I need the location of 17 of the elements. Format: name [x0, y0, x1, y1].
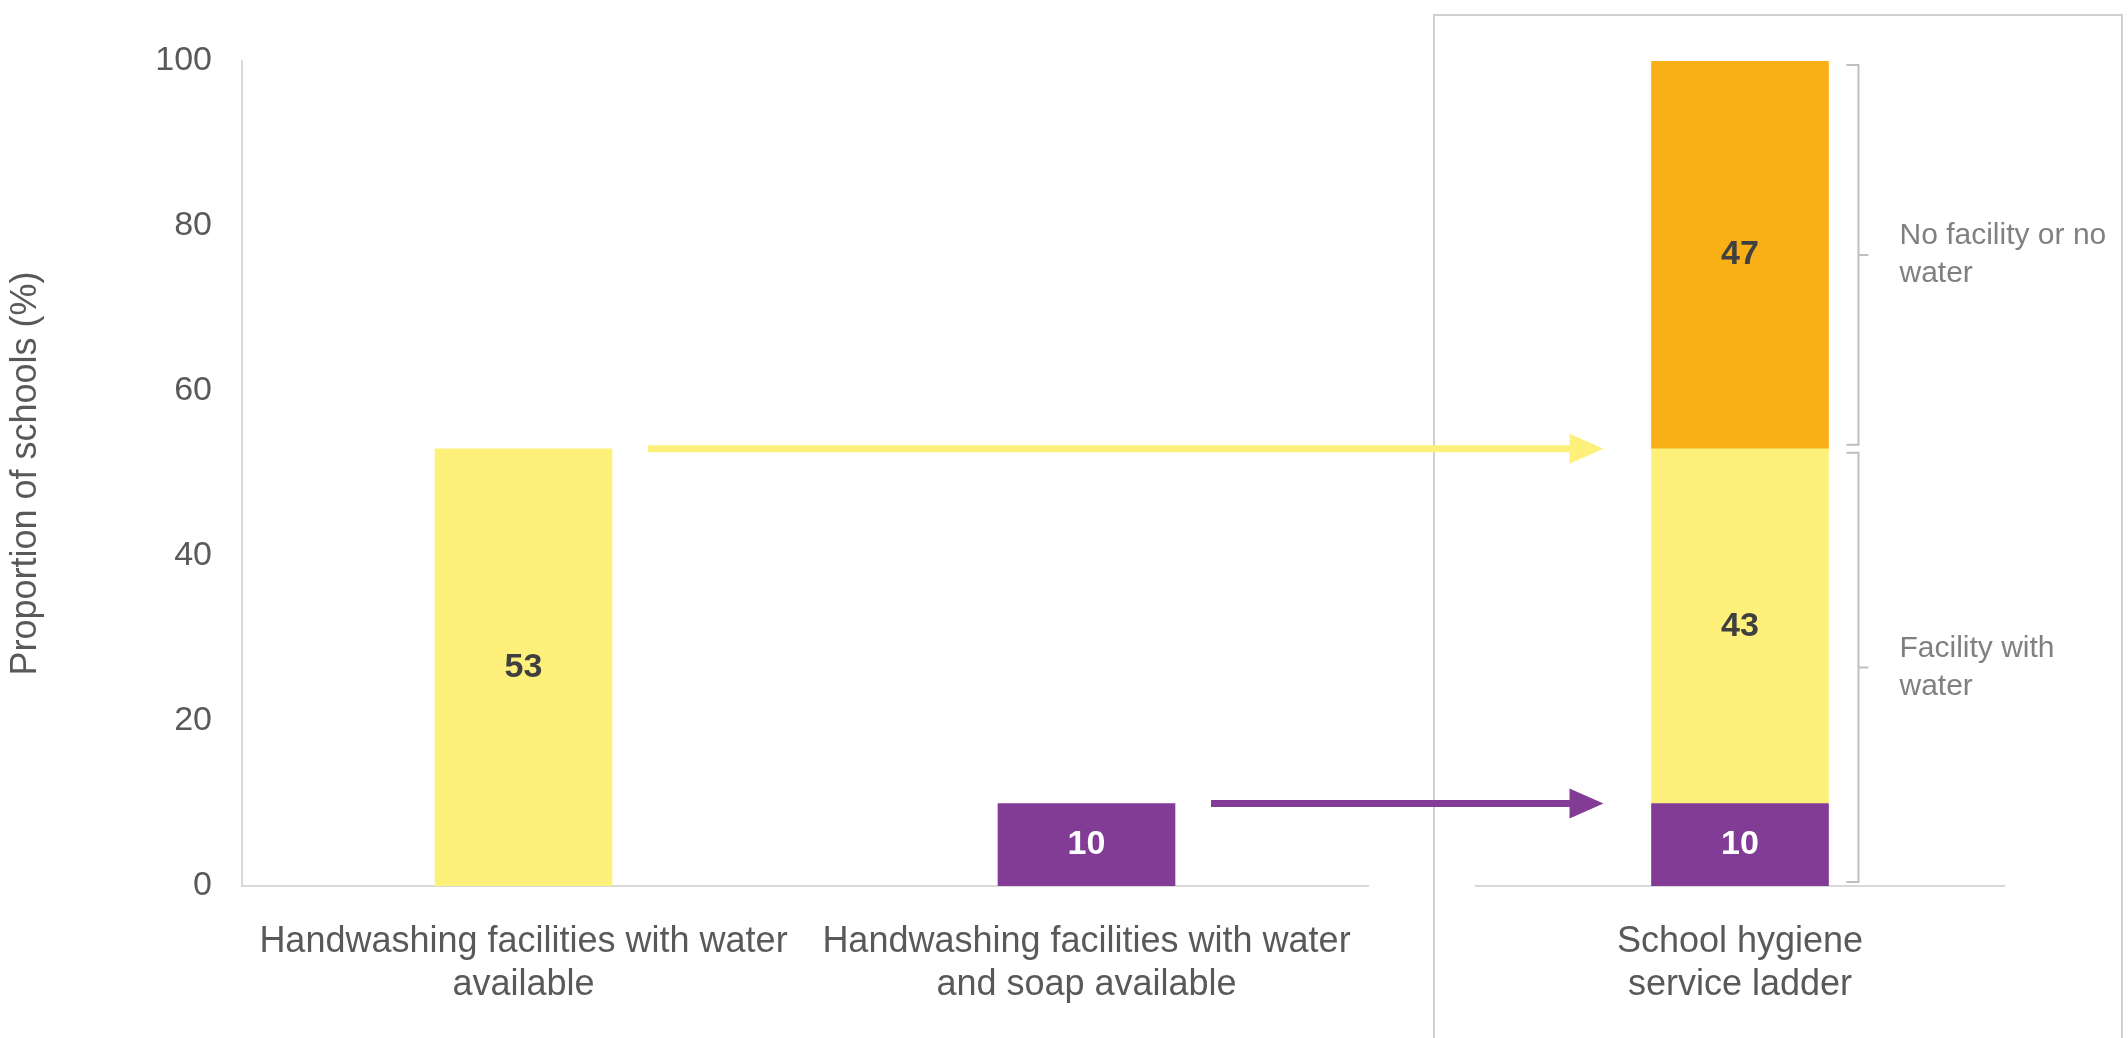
x-tick-label: Handwashing facilities with water available — [259, 918, 788, 1003]
y-tick-label: 100 — [155, 39, 212, 78]
data-label: 43 — [1721, 604, 1759, 643]
x-tick-label: Handwashing facilities with water and soap available — [822, 918, 1351, 1003]
text: No facility or no water — [1898, 217, 2107, 289]
text: Facility with water — [1898, 629, 2055, 701]
data-label: 10 — [1067, 823, 1106, 862]
y-axis-title: Proportion of schools (%) — [2, 271, 44, 676]
y-tick-label: 60 — [174, 369, 212, 408]
y-tick-label: 80 — [174, 204, 212, 243]
y-tick-label: 0 — [193, 864, 212, 903]
data-label: 10 — [1721, 823, 1759, 862]
y-tick-label: 40 — [174, 534, 212, 573]
x-tick-label: School hygiene service ladder — [1616, 918, 1864, 1003]
data-label: 47 — [1721, 233, 1759, 272]
y-tick-label: 20 — [174, 699, 212, 738]
data-label: 53 — [504, 645, 543, 684]
